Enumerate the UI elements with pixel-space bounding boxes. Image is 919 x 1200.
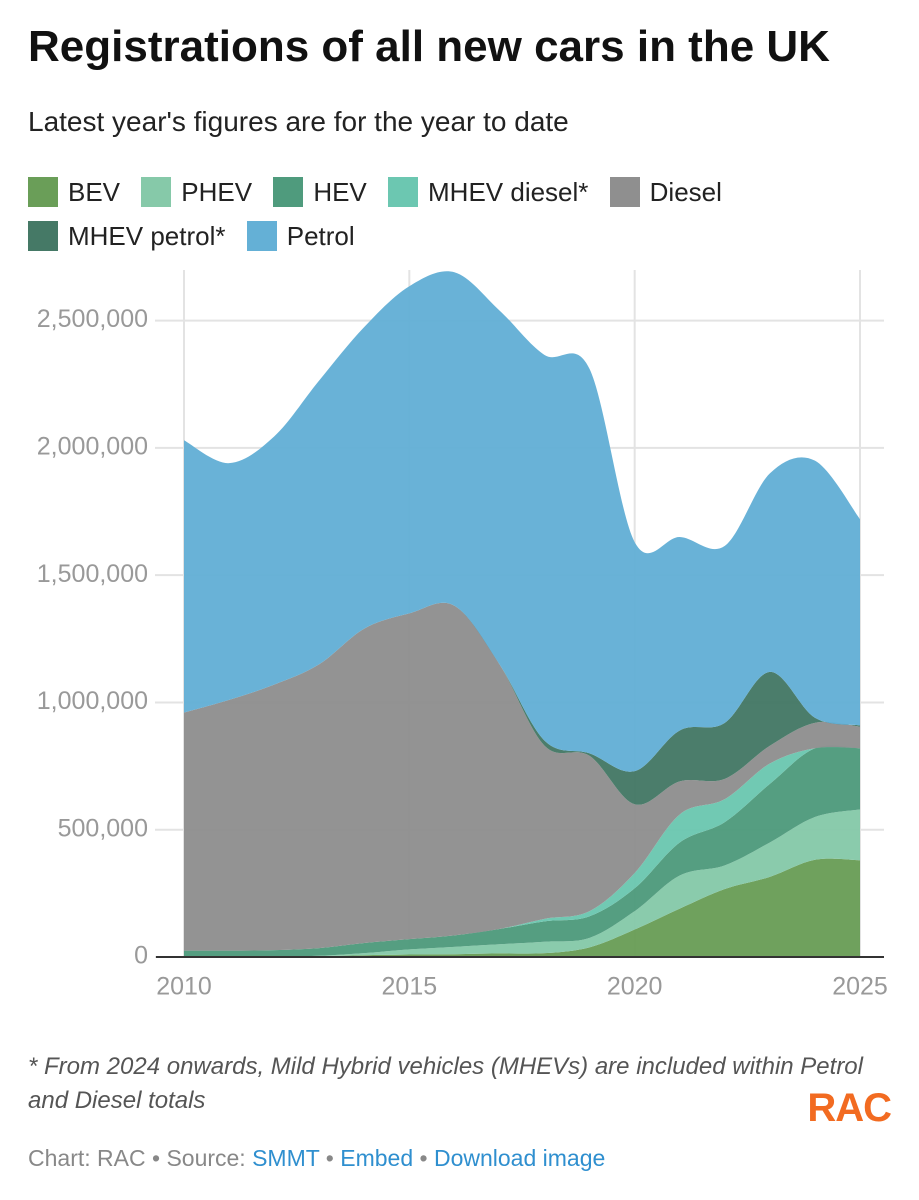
legend-swatch bbox=[388, 177, 419, 207]
legend-item: MHEV diesel* bbox=[388, 177, 588, 207]
area bbox=[184, 271, 860, 772]
legend-label: Diesel bbox=[649, 177, 722, 207]
y-tick-label: 500,000 bbox=[58, 814, 148, 842]
y-tick-label: 1,000,000 bbox=[37, 687, 148, 715]
x-tick-label: 2010 bbox=[156, 973, 212, 1001]
x-tick-label: 2015 bbox=[382, 973, 438, 1001]
area bbox=[184, 602, 860, 951]
y-tick-label: 2,500,000 bbox=[37, 305, 148, 333]
legend: BEV PHEV HEV MHEV diesel* Diesel MHEV pe… bbox=[28, 170, 898, 258]
legend-item: Diesel bbox=[609, 177, 722, 207]
chart-subtitle: Latest year's figures are for the year t… bbox=[28, 106, 569, 137]
legend-label: Petrol bbox=[286, 221, 355, 251]
legend-label: BEV bbox=[68, 177, 121, 207]
legend-item: MHEV petrol* bbox=[28, 221, 226, 251]
area bbox=[184, 858, 860, 957]
legend-swatch bbox=[609, 177, 640, 207]
x-tick-label: 2025 bbox=[832, 973, 888, 1001]
area bbox=[184, 602, 860, 805]
area bbox=[184, 809, 860, 957]
legend-item: BEV bbox=[28, 177, 120, 207]
areas bbox=[184, 271, 860, 957]
legend-label: HEV bbox=[313, 177, 367, 207]
download-link[interactable]: Download image bbox=[433, 1145, 606, 1171]
legend-item: PHEV bbox=[141, 177, 252, 207]
legend-label: MHEV diesel* bbox=[428, 177, 589, 207]
separator: • bbox=[419, 1145, 428, 1171]
chart: 0 500,000 1,000,000 1,500,000 2,000,000 2,500… bbox=[37, 270, 888, 1001]
legend-swatch bbox=[28, 177, 58, 207]
x-tick-label: 2020 bbox=[607, 973, 663, 1001]
embed-link[interactable]: Embed bbox=[340, 1145, 414, 1171]
source-label: Source: bbox=[166, 1145, 246, 1171]
y-tick-label: 2,000,000 bbox=[37, 433, 148, 461]
legend-swatch bbox=[273, 177, 304, 207]
credit-chart: Chart: RAC bbox=[28, 1145, 146, 1171]
footnote: * From 2024 onwards, Mild Hybrid vehicle… bbox=[28, 1053, 863, 1114]
separator: • bbox=[151, 1145, 161, 1171]
legend-swatch bbox=[28, 221, 58, 251]
legend-item: Petrol bbox=[246, 221, 355, 251]
source-link[interactable]: SMMT bbox=[252, 1145, 320, 1171]
legend-swatch bbox=[141, 177, 172, 207]
logo: RAC bbox=[807, 1086, 892, 1130]
legend-swatch bbox=[246, 221, 277, 251]
legend-label: PHEV bbox=[181, 177, 253, 207]
credits: Chart: RAC • Source: SMMT • Embed • Down… bbox=[28, 1145, 605, 1172]
separator: • bbox=[325, 1145, 334, 1171]
chart-title: Registrations of all new cars in the UK bbox=[28, 22, 830, 71]
area bbox=[184, 745, 860, 957]
y-tick-label: 0 bbox=[134, 942, 148, 970]
y-tick-label: 1,500,000 bbox=[37, 560, 148, 588]
legend-label: MHEV petrol* bbox=[68, 221, 226, 251]
legend-item: HEV bbox=[273, 177, 367, 207]
